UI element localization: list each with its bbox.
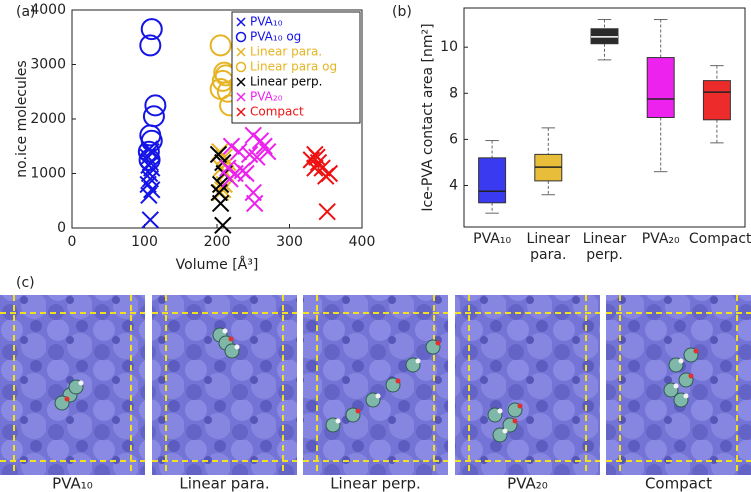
x-tick-label: Linear para. (526, 231, 571, 263)
snapshot-label: PVA₁₀ (52, 475, 93, 492)
point (138, 148, 161, 171)
x-tick-label: PVA₂₀ (641, 231, 680, 247)
point (219, 159, 237, 177)
legend-label: Compact (250, 105, 304, 119)
point (255, 137, 273, 155)
x-tick-label: 100 (131, 234, 158, 250)
y-axis-label: Ice-PVA contact area [nm²] (420, 23, 436, 211)
molecule-atom (502, 428, 508, 434)
snapshot-label: Linear para. (179, 475, 269, 492)
point (248, 148, 266, 166)
legend-marker (236, 107, 246, 117)
molecule-atom (64, 396, 70, 402)
snapshot (455, 295, 600, 475)
x-tick-label: PVA₁₀ (473, 231, 512, 247)
point (209, 145, 228, 164)
molecule-atom (683, 393, 689, 399)
snapshot (606, 295, 751, 475)
y-tick-label: 1000 (30, 166, 66, 182)
x-tick-label: 300 (276, 234, 303, 250)
point (306, 159, 324, 177)
box (646, 57, 675, 118)
legend-label: Linear para. (250, 45, 322, 59)
legend-marker (236, 92, 246, 102)
legend-label: PVA₁₀ og (250, 30, 301, 44)
y-tick-label: 10 (440, 39, 458, 55)
panel-label: (c) (16, 275, 35, 291)
legend-label: PVA₂₀ (250, 90, 283, 104)
y-tick-label: 4000 (30, 2, 66, 18)
molecule-atom (512, 418, 518, 424)
x-axis-label: Volume [Å³] (176, 256, 259, 273)
point (140, 18, 163, 41)
molecule-atom (673, 383, 679, 389)
molecule-atom (497, 408, 503, 414)
molecule-atom (678, 358, 684, 364)
point (139, 34, 162, 57)
point (209, 34, 232, 57)
point (221, 170, 239, 188)
point (237, 164, 255, 183)
point (214, 216, 232, 234)
molecule-atom (335, 418, 341, 424)
molecule-atom (688, 373, 694, 379)
y-axis-label: no.ice molecules (14, 60, 30, 177)
legend-box (231, 11, 361, 124)
legend-label: Linear para og (250, 60, 337, 74)
y-tick-label: 2000 (30, 111, 66, 127)
point (211, 175, 230, 194)
molecule-atom (415, 358, 421, 364)
point (308, 148, 326, 166)
point (245, 194, 264, 213)
x-tick-label: 200 (204, 234, 231, 250)
molecule-atom (517, 403, 523, 409)
molecule-atom (693, 348, 699, 354)
point (259, 142, 277, 161)
molecule-atom (395, 378, 401, 384)
y-tick-label: 0 (57, 220, 66, 236)
point (320, 164, 339, 183)
molecule-atom (355, 408, 361, 414)
x-tick-label: 0 (68, 234, 77, 250)
point (144, 94, 167, 117)
molecule-atom (435, 340, 441, 346)
plot-frame (463, 7, 746, 228)
x-tick-label: 400 (349, 234, 376, 250)
legend-marker (235, 61, 247, 73)
y-tick-label: 6 (449, 131, 458, 147)
snapshot (303, 295, 448, 475)
point (141, 211, 160, 229)
snapshot (152, 295, 297, 475)
y-tick-label: 4 (449, 178, 458, 194)
molecule-atom (222, 328, 228, 334)
legend-marker (236, 47, 246, 57)
legend-marker (235, 31, 247, 43)
molecule-atom (228, 336, 234, 342)
point (230, 142, 248, 161)
molecule-atom (375, 393, 381, 399)
legend-label: Linear perp. (250, 75, 322, 89)
box (478, 157, 507, 204)
y-tick-label: 8 (449, 85, 458, 101)
y-tick-label: 3000 (30, 57, 66, 73)
point (318, 202, 336, 221)
point (222, 137, 241, 155)
point (251, 132, 270, 150)
snapshot-label: Compact (645, 475, 712, 492)
point (137, 140, 160, 163)
legend-marker (236, 77, 246, 87)
x-tick-label: Compact (688, 231, 751, 247)
snapshot-label: PVA₂₀ (507, 475, 548, 492)
panel-label: (b) (392, 4, 412, 20)
panel-label: (a) (16, 4, 36, 20)
molecule-atom (78, 380, 84, 386)
x-tick-label: Linear perp. (582, 231, 627, 263)
snapshot-label: Linear perp. (330, 475, 421, 492)
legend-marker (236, 17, 246, 27)
molecule-atom (234, 344, 240, 350)
legend-label: PVA₁₀ (250, 15, 283, 29)
box (702, 80, 731, 121)
